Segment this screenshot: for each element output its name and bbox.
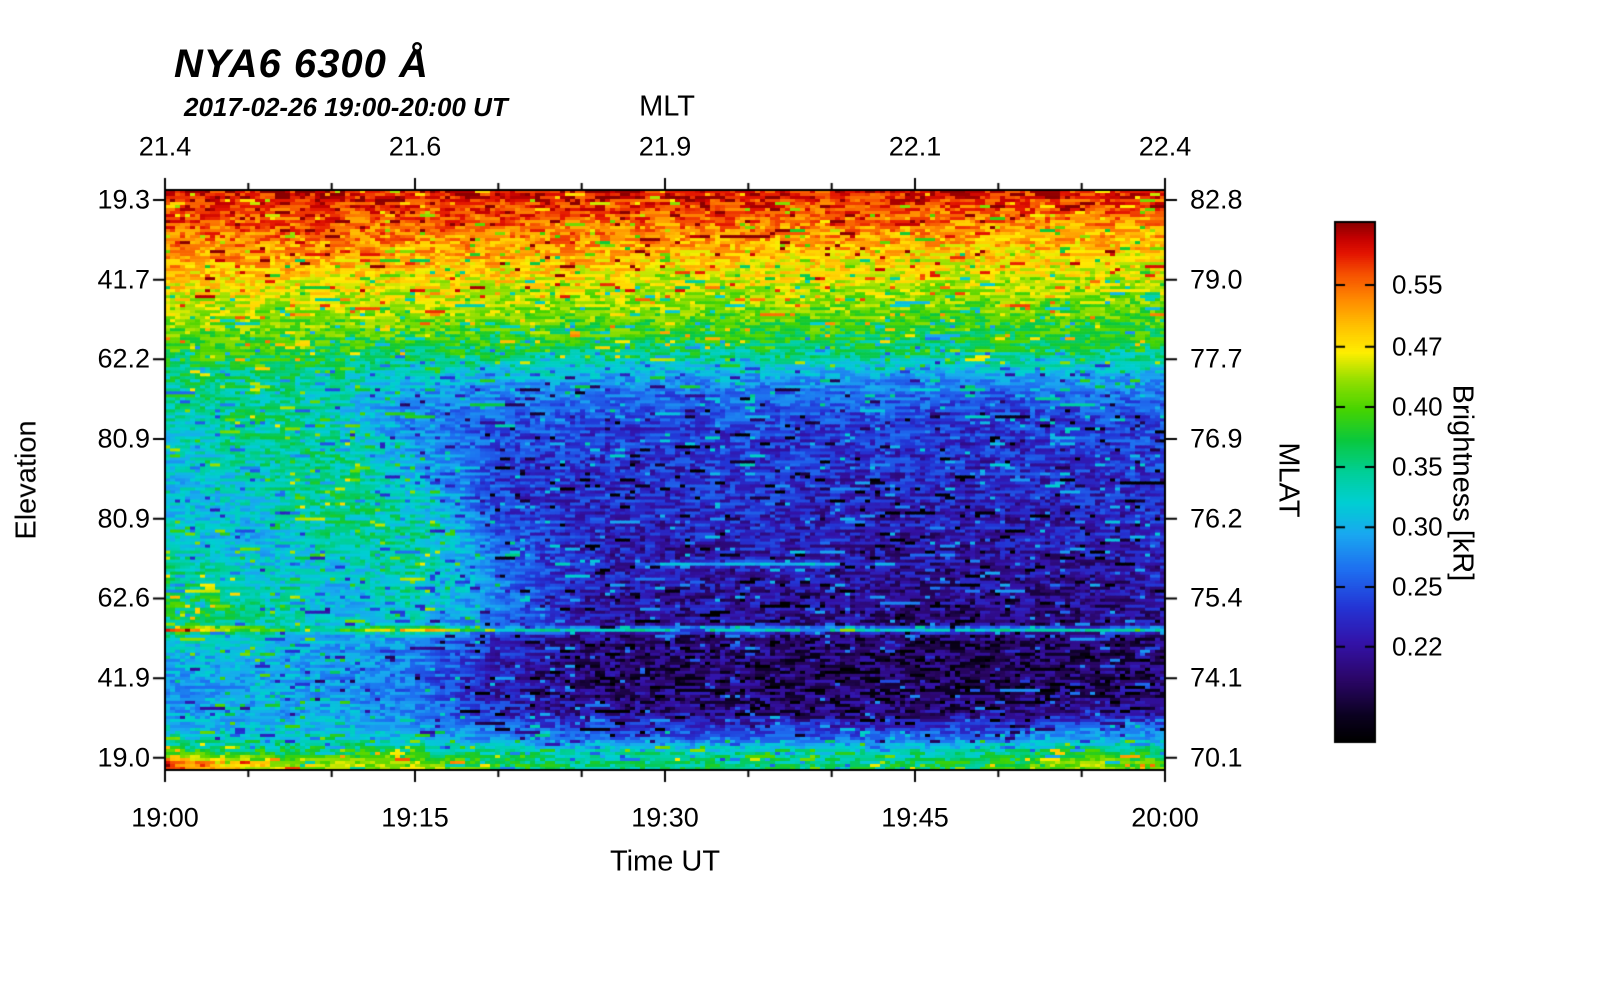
bottom-axis-tick-label: 19:45 (881, 802, 949, 833)
left-axis-tick-label: 41.7 (97, 264, 150, 295)
left-axis-tick-label: 80.9 (97, 423, 150, 454)
right-axis-title-mlat: MLAT (1272, 442, 1305, 518)
bottom-axis-tick-label: 19:00 (131, 802, 199, 833)
left-axis-tick-label: 62.2 (97, 343, 150, 374)
left-axis-title-elevation: Elevation (10, 420, 43, 540)
right-axis-tick-label: 74.1 (1190, 662, 1243, 693)
right-axis-tick-label: 70.1 (1190, 742, 1243, 773)
colorbar-tick-label: 0.30 (1392, 511, 1443, 542)
bottom-axis-tick-label: 20:00 (1131, 802, 1199, 833)
bottom-axis-tick-label: 19:15 (381, 802, 449, 833)
right-axis-tick-label: 75.4 (1190, 582, 1243, 613)
chart-subtitle: 2017-02-26 19:00-20:00 UT (184, 92, 508, 122)
bottom-axis-title-time-ut: Time UT (609, 845, 721, 878)
bottom-axis-tick-label: 19:30 (631, 802, 699, 833)
right-axis-tick-label: 77.7 (1190, 343, 1243, 374)
top-axis-tick-label: 22.1 (888, 131, 942, 162)
top-axis-tick-label: 22.4 (1138, 131, 1192, 162)
top-axis-title-mlt: MLT (639, 90, 695, 123)
top-axis-tick-label: 21.9 (638, 131, 692, 162)
left-axis-tick-label: 19.0 (97, 742, 150, 773)
right-axis-tick-label: 76.9 (1190, 423, 1243, 454)
colorbar-tick-label: 0.40 (1392, 391, 1443, 422)
colorbar-tick-label: 0.55 (1392, 269, 1443, 300)
colorbar-title-brightness: Brightness [kR] (1446, 384, 1479, 582)
chart-title: NYA6 6300 Å (174, 42, 429, 86)
left-axis-tick-label: 19.3 (97, 184, 150, 215)
right-axis-tick-label: 79.0 (1190, 264, 1243, 295)
left-axis-tick-label: 41.9 (97, 662, 150, 693)
top-axis-tick-label: 21.6 (388, 131, 442, 162)
left-axis-tick-label: 80.9 (97, 503, 150, 534)
right-axis-tick-label: 82.8 (1190, 184, 1243, 215)
colorbar-tick-label: 0.47 (1392, 331, 1443, 362)
colorbar-tick-label: 0.22 (1392, 631, 1443, 662)
colorbar-tick-label: 0.35 (1392, 451, 1443, 482)
colorbar-tick-label: 0.25 (1392, 571, 1443, 602)
top-axis-tick-label: 21.4 (138, 131, 192, 162)
left-axis-tick-label: 62.6 (97, 582, 150, 613)
right-axis-tick-label: 76.2 (1190, 503, 1243, 534)
